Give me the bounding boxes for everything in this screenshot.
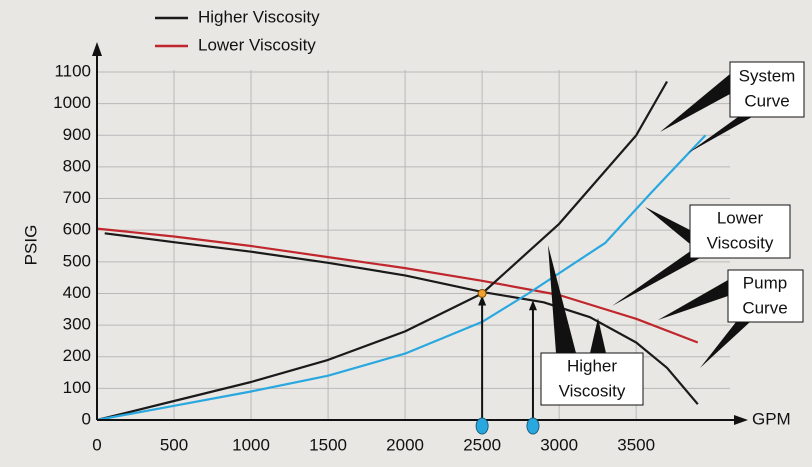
y-tick-label: 1100 bbox=[54, 61, 91, 80]
callouts: System Curve Lower Viscosity Pump Curve … bbox=[540, 61, 805, 406]
y-tick-label: 600 bbox=[63, 220, 91, 239]
arrow-head bbox=[478, 295, 487, 306]
axis-marker bbox=[475, 417, 489, 435]
callout-text: Pump bbox=[743, 273, 787, 292]
y-axis-arrow bbox=[92, 42, 102, 56]
callout-wedge bbox=[658, 280, 728, 320]
operating-point bbox=[477, 288, 487, 298]
curve bbox=[96, 227, 699, 344]
callout-text: Curve bbox=[742, 298, 787, 317]
y-tick-label: 700 bbox=[63, 188, 91, 207]
axis-marker bbox=[526, 417, 540, 435]
x-tick-label: 500 bbox=[160, 435, 188, 454]
x-tick-label: 2500 bbox=[463, 435, 501, 454]
callout-text: Lower bbox=[717, 208, 764, 227]
x-tick-label: 3500 bbox=[617, 435, 655, 454]
y-tick-label: 500 bbox=[63, 251, 91, 270]
callout-wedge bbox=[700, 322, 750, 368]
x-tick-label: 2000 bbox=[386, 435, 424, 454]
x-tick-label: 0 bbox=[92, 435, 101, 454]
callout-wedge bbox=[548, 245, 576, 353]
callout-text: Viscosity bbox=[559, 381, 626, 400]
y-tick-label: 300 bbox=[63, 315, 91, 334]
x-axis-label: GPM bbox=[752, 409, 791, 428]
callout-wedge bbox=[660, 74, 730, 132]
callout-wedge bbox=[688, 117, 752, 153]
x-axis-arrow bbox=[734, 415, 748, 425]
y-axis-label: PSIG bbox=[21, 225, 40, 266]
y-tick-label: 900 bbox=[63, 125, 91, 144]
x-tick-label: 1000 bbox=[232, 435, 270, 454]
callout-wedge bbox=[612, 250, 700, 306]
callout-box bbox=[540, 352, 644, 406]
callout-box bbox=[689, 204, 791, 259]
callout-wedge bbox=[645, 207, 690, 244]
callout-box bbox=[727, 269, 804, 323]
callout-text: Higher bbox=[567, 356, 617, 375]
curve bbox=[96, 134, 707, 422]
callout-box bbox=[729, 61, 805, 118]
curve bbox=[96, 80, 668, 422]
y-tick-label: 200 bbox=[63, 346, 91, 365]
x-tick-label: 1500 bbox=[309, 435, 347, 454]
legend-label: Higher Viscosity bbox=[198, 7, 320, 26]
axes bbox=[92, 42, 748, 425]
legend: Higher Viscosity Lower Viscosity bbox=[155, 7, 320, 54]
y-tick-label: 800 bbox=[63, 156, 91, 175]
callout-text: Viscosity bbox=[707, 233, 774, 252]
y-tick-label: 1000 bbox=[53, 93, 91, 112]
y-tick-label: 400 bbox=[63, 283, 91, 302]
arrow-head bbox=[528, 300, 537, 311]
callout-text: System bbox=[739, 66, 796, 85]
x-tick-label: 3000 bbox=[540, 435, 578, 454]
callout-wedge bbox=[590, 318, 606, 353]
legend-label: Lower Viscosity bbox=[198, 35, 316, 54]
callout-text: Curve bbox=[744, 91, 789, 110]
y-tick-label: 0 bbox=[82, 409, 91, 428]
y-tick-label: 100 bbox=[63, 378, 91, 397]
